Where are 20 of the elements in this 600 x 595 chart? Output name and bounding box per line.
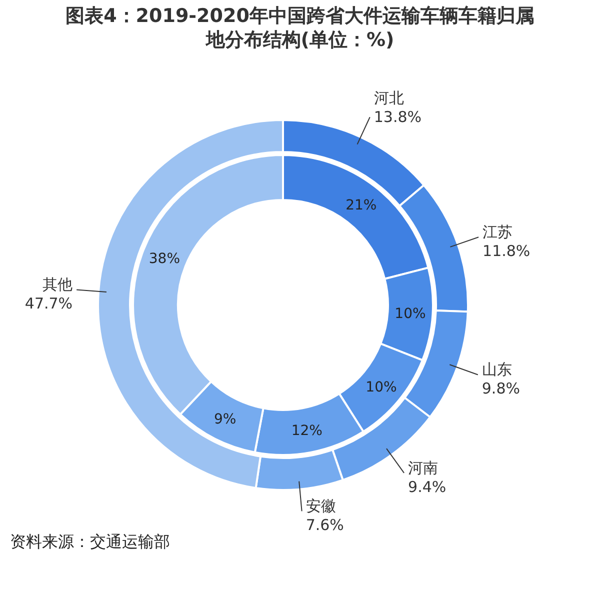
data-label: 9.8% — [482, 380, 520, 398]
data-label: 13.8% — [374, 108, 422, 126]
slice-label: 河北 — [374, 89, 404, 108]
data-label: 12% — [291, 423, 322, 440]
slice-label: 江苏 — [482, 223, 513, 242]
slice-label: 河南 — [408, 458, 438, 477]
text: 资料来源：交通运输部 — [10, 532, 170, 553]
data-label: 11.8% — [482, 242, 530, 260]
slice-label: 安徽 — [306, 497, 336, 516]
slice-label: 其他 — [42, 276, 73, 294]
data-label: 21% — [346, 197, 377, 214]
data-label: 10% — [366, 379, 397, 396]
chart-title: 图表4：2019-2020年中国跨省大件运输车辆车籍归属地分布结构(单位：%) — [64, 4, 536, 52]
data-label: 38% — [148, 251, 180, 268]
data-label: 9% — [214, 412, 236, 428]
data-label: 9.4% — [408, 478, 446, 496]
data-label: 47.7% — [24, 294, 73, 313]
data-label: 10% — [394, 306, 426, 322]
slice-label: 山东 — [482, 360, 512, 379]
data-label: 7.6% — [306, 516, 344, 534]
